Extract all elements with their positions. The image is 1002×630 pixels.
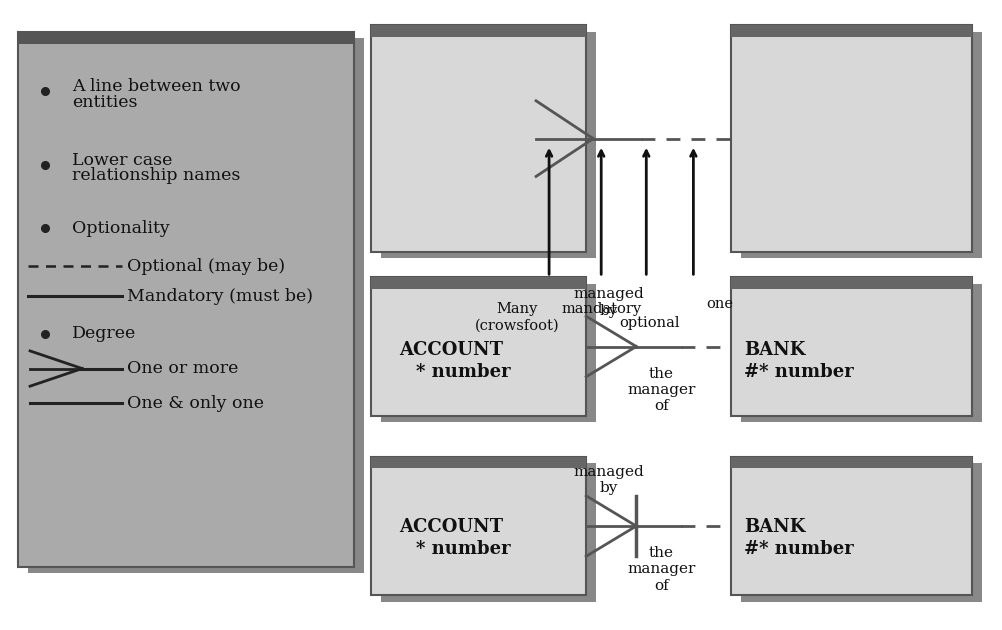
Bar <box>731 457 972 595</box>
Text: #* number: #* number <box>744 363 855 381</box>
Bar <box>731 25 972 37</box>
Text: one: one <box>706 297 732 311</box>
Bar <box>381 32 596 258</box>
Text: Mandatory (must be): Mandatory (must be) <box>127 288 314 304</box>
Bar <box>371 277 586 416</box>
Text: the
manager
of: the manager of <box>627 546 695 593</box>
Bar <box>28 38 364 573</box>
Bar <box>741 32 982 258</box>
Bar <box>371 25 586 252</box>
Text: managed
by: managed by <box>574 465 644 495</box>
Text: the
manager
of: the manager of <box>627 367 695 413</box>
Text: mandatory: mandatory <box>561 302 641 316</box>
Text: A line between two: A line between two <box>72 79 240 95</box>
Bar <box>731 277 972 416</box>
Text: One & only one: One & only one <box>127 395 265 411</box>
Bar <box>381 463 596 602</box>
Text: * number: * number <box>416 541 510 558</box>
Bar <box>741 463 982 602</box>
Bar <box>381 284 596 422</box>
Bar <box>371 277 586 289</box>
Bar <box>731 277 972 289</box>
Bar <box>731 25 972 252</box>
Bar <box>18 32 354 44</box>
Text: Lower case: Lower case <box>72 152 172 169</box>
Text: Degree: Degree <box>72 326 136 342</box>
Text: managed
by: managed by <box>574 287 644 318</box>
Text: Many
(crowsfoot): Many (crowsfoot) <box>475 302 559 333</box>
Text: #* number: #* number <box>744 541 855 558</box>
Bar <box>371 457 586 468</box>
Text: * number: * number <box>416 363 510 381</box>
Text: Optionality: Optionality <box>72 220 170 236</box>
Text: optional: optional <box>619 316 679 330</box>
Text: BANK: BANK <box>744 341 806 358</box>
Bar <box>371 457 586 595</box>
Bar <box>731 457 972 468</box>
Text: BANK: BANK <box>744 518 806 536</box>
Text: One or more: One or more <box>127 360 238 377</box>
Bar <box>18 32 354 567</box>
Text: ACCOUNT: ACCOUNT <box>399 518 503 536</box>
Text: ACCOUNT: ACCOUNT <box>399 341 503 358</box>
Text: Optional (may be): Optional (may be) <box>127 258 286 275</box>
Text: relationship names: relationship names <box>72 168 240 184</box>
Text: entities: entities <box>72 94 137 110</box>
Bar <box>371 25 586 37</box>
Bar <box>741 284 982 422</box>
